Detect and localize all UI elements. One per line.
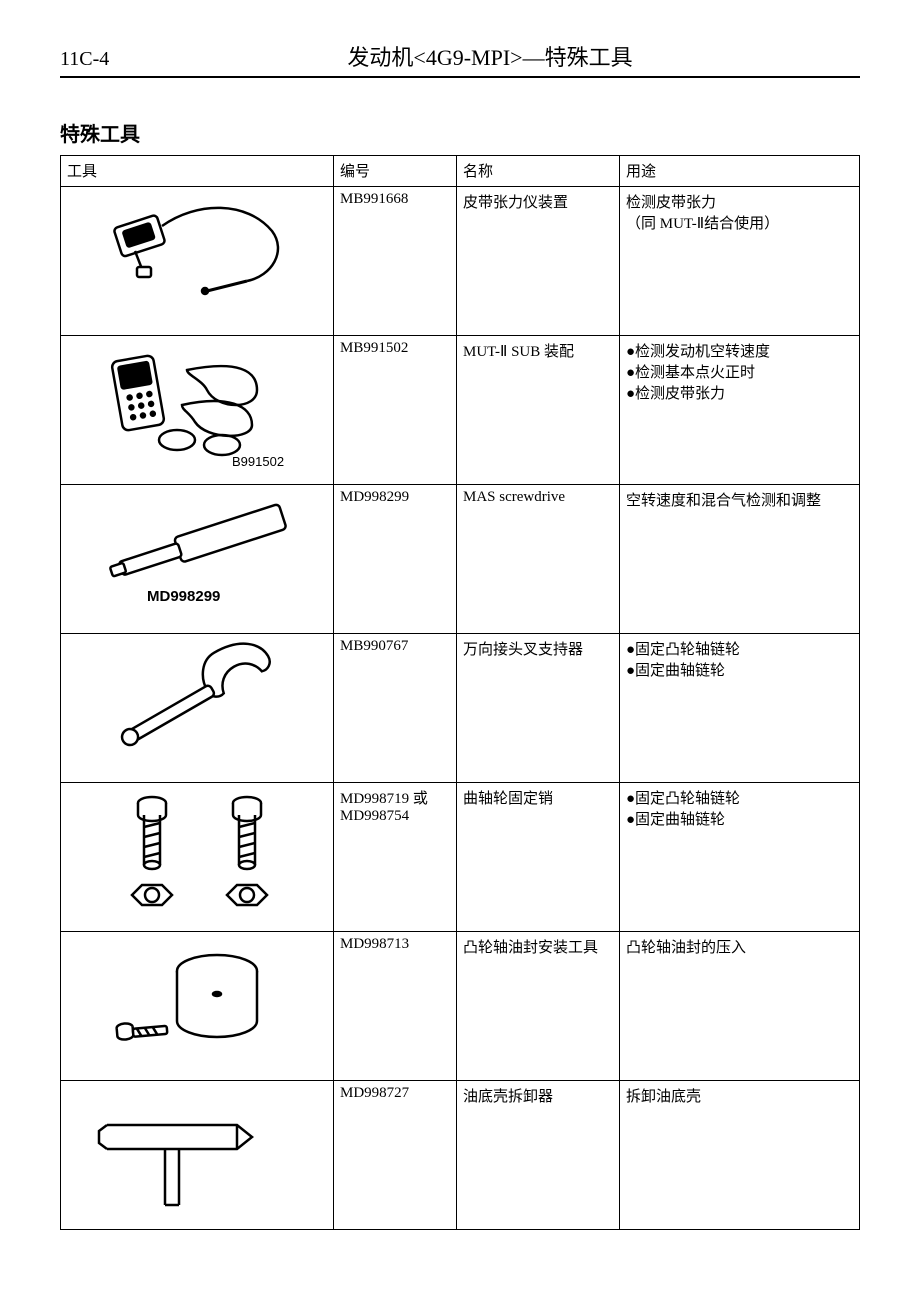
cell-number: MB991502 xyxy=(334,336,457,485)
image-caption: B991502 xyxy=(232,454,284,469)
cell-number: MD998727 xyxy=(334,1081,457,1230)
use-line: 空转速度和混合气检测和调整 xyxy=(626,489,853,510)
use-line: ●检测基本点火正时 xyxy=(626,361,853,382)
table-row: MD998727 油底壳拆卸器 拆卸油底壳 xyxy=(61,1081,860,1230)
cell-use: 检测皮带张力 （同 MUT-Ⅱ结合使用） xyxy=(620,187,860,336)
cell-use: 拆卸油底壳 xyxy=(620,1081,860,1230)
mut-ii-sub-icon: B991502 xyxy=(87,340,307,470)
mas-screwdriver-icon: MD998299 xyxy=(87,489,307,609)
cell-name: 凸轮轴油封安装工具 xyxy=(457,932,620,1081)
cell-use: ●固定凸轮轴链轮 ●固定曲轴链轮 xyxy=(620,634,860,783)
cell-number: MD998299 xyxy=(334,485,457,634)
cell-number: MD998713 xyxy=(334,932,457,1081)
table-header-row: 工具 编号 名称 用途 xyxy=(61,156,860,187)
header-name: 名称 xyxy=(457,156,620,187)
table-row: MB991668 皮带张力仪装置 检测皮带张力 （同 MUT-Ⅱ结合使用） xyxy=(61,187,860,336)
cell-use: 凸轮轴油封的压入 xyxy=(620,932,860,1081)
tool-image-cell xyxy=(61,932,334,1081)
belt-tension-gauge-icon xyxy=(87,191,307,311)
cell-name: 油底壳拆卸器 xyxy=(457,1081,620,1230)
tool-image-cell: MD998299 xyxy=(61,485,334,634)
cell-name: 皮带张力仪装置 xyxy=(457,187,620,336)
header-use: 用途 xyxy=(620,156,860,187)
cell-name: MAS screwdrive xyxy=(457,485,620,634)
use-line: （同 MUT-Ⅱ结合使用） xyxy=(626,212,853,233)
tool-image-cell xyxy=(61,634,334,783)
table-row: B991502 MB991502 MUT-Ⅱ SUB 装配 ●检测发动机空转速度… xyxy=(61,336,860,485)
cell-use: ●检测发动机空转速度 ●检测基本点火正时 ●检测皮带张力 xyxy=(620,336,860,485)
cell-number: MB990767 xyxy=(334,634,457,783)
use-line: 凸轮轴油封的压入 xyxy=(626,936,853,957)
table-row: MD998719 或 MD998754 曲轴轮固定销 ●固定凸轮轴链轮 ●固定曲… xyxy=(61,783,860,932)
cell-use: 空转速度和混合气检测和调整 xyxy=(620,485,860,634)
table-row: MB990767 万向接头叉支持器 ●固定凸轮轴链轮 ●固定曲轴链轮 xyxy=(61,634,860,783)
cell-name: 曲轴轮固定销 xyxy=(457,783,620,932)
use-line: ●固定曲轴链轮 xyxy=(626,659,853,680)
use-line: 检测皮带张力 xyxy=(626,191,853,212)
cell-number: MB991668 xyxy=(334,187,457,336)
use-line: ●固定凸轮轴链轮 xyxy=(626,787,853,808)
tools-table: 工具 编号 名称 用途 xyxy=(60,155,860,1230)
tool-image-cell: B991502 xyxy=(61,336,334,485)
image-caption: MD998299 xyxy=(147,588,220,605)
cell-name: 万向接头叉支持器 xyxy=(457,634,620,783)
cell-number: MD998719 或 MD998754 xyxy=(334,783,457,932)
use-line: ●固定曲轴链轮 xyxy=(626,808,853,829)
tool-image-cell xyxy=(61,187,334,336)
header-tool: 工具 xyxy=(61,156,334,187)
page-header: 11C-4 发动机<4G9-MPI>—特殊工具 xyxy=(60,40,860,78)
tool-image-cell xyxy=(61,783,334,932)
page: 11C-4 发动机<4G9-MPI>—特殊工具 特殊工具 工具 编号 名称 用途 xyxy=(0,0,920,1290)
cell-use: ●固定凸轮轴链轮 ●固定曲轴链轮 xyxy=(620,783,860,932)
use-line: ●检测皮带张力 xyxy=(626,382,853,403)
table-row: MD998713 凸轮轴油封安装工具 凸轮轴油封的压入 xyxy=(61,932,860,1081)
use-line: ●固定凸轮轴链轮 xyxy=(626,638,853,659)
tool-image-cell xyxy=(61,1081,334,1230)
crankshaft-pin-icon xyxy=(87,787,307,927)
use-line: ●检测发动机空转速度 xyxy=(626,340,853,361)
table-row: MD998299 MD998299 MAS screwdrive 空转速度和混合… xyxy=(61,485,860,634)
oil-seal-installer-icon xyxy=(87,936,307,1066)
header-number: 编号 xyxy=(334,156,457,187)
use-line: 拆卸油底壳 xyxy=(626,1085,853,1106)
page-title: 发动机<4G9-MPI>—特殊工具 xyxy=(120,40,860,72)
oil-pan-remover-icon xyxy=(87,1085,307,1215)
cell-name: MUT-Ⅱ SUB 装配 xyxy=(457,336,620,485)
section-title: 特殊工具 xyxy=(60,118,860,147)
fork-holder-icon xyxy=(87,638,307,768)
